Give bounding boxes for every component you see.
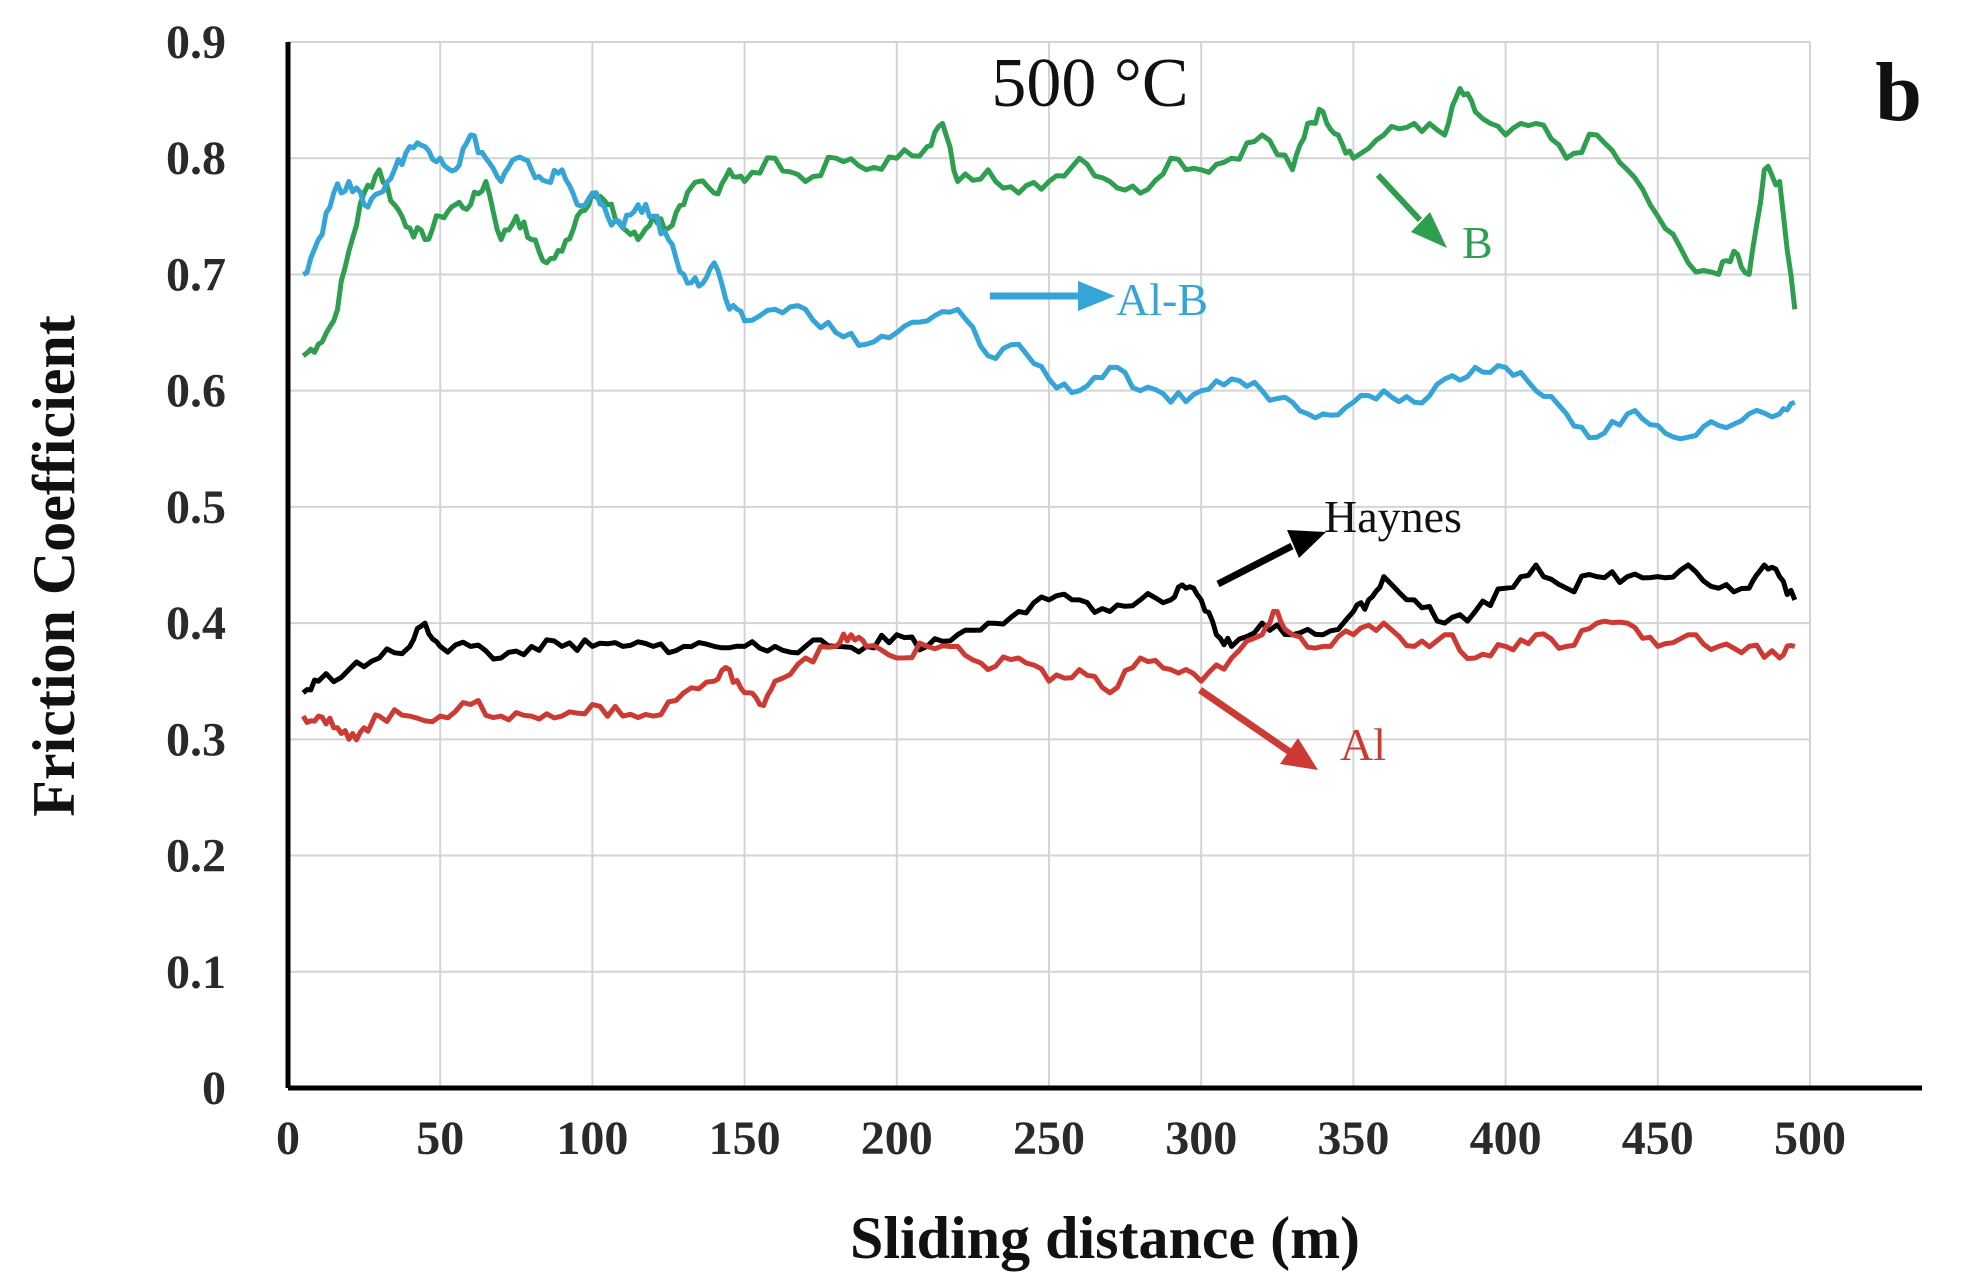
y-axis-title: Friction Coefficient bbox=[21, 315, 87, 816]
y-tick-label: 0.7 bbox=[166, 248, 226, 301]
y-tick-label: 0.2 bbox=[166, 830, 226, 883]
arrow-b-head bbox=[1411, 212, 1447, 248]
y-tick-label: 0 bbox=[202, 1062, 226, 1115]
x-tick-label: 400 bbox=[1470, 1112, 1542, 1165]
arrow-al bbox=[1198, 687, 1292, 755]
chart-title: 500 °C bbox=[991, 45, 1188, 122]
x-axis-title: Sliding distance (m) bbox=[850, 1205, 1360, 1271]
arrow-haynes bbox=[1216, 542, 1294, 588]
x-tick-label: 450 bbox=[1622, 1112, 1694, 1165]
y-tick-label: 0.4 bbox=[166, 597, 226, 650]
panel-label: b bbox=[1875, 46, 1922, 139]
y-tick-label: 0.8 bbox=[166, 132, 226, 185]
y-tick-label: 0.1 bbox=[166, 946, 226, 999]
series-line-b bbox=[301, 86, 1798, 358]
x-tick-label: 500 bbox=[1774, 1112, 1846, 1165]
y-tick-labels: 0 0.1 0.2 0.3 0.4 0.5 0.6 0.7 0.8 0.9 bbox=[166, 16, 226, 1115]
label-al-b: Al-B bbox=[1116, 274, 1208, 325]
x-tick-label: 350 bbox=[1317, 1112, 1389, 1165]
arrow-b bbox=[1375, 172, 1423, 223]
grid bbox=[288, 41, 1811, 1088]
label-al: Al bbox=[1340, 719, 1386, 770]
arrow-al-b-head bbox=[1078, 281, 1115, 311]
y-tick-label: 0.9 bbox=[166, 16, 226, 69]
x-tick-label: 150 bbox=[709, 1112, 781, 1165]
x-tick-label: 50 bbox=[416, 1112, 464, 1165]
label-haynes: Haynes bbox=[1324, 491, 1462, 542]
x-tick-label: 300 bbox=[1165, 1112, 1237, 1165]
series-line-al bbox=[301, 608, 1796, 743]
arrow-al-head bbox=[1280, 738, 1318, 770]
y-tick-label: 0.6 bbox=[166, 365, 226, 418]
x-tick-label: 200 bbox=[861, 1112, 933, 1165]
x-tick-label: 250 bbox=[1013, 1112, 1085, 1165]
y-tick-label: 0.5 bbox=[166, 481, 226, 534]
arrow-haynes-head bbox=[1287, 530, 1326, 558]
label-b: B bbox=[1462, 217, 1493, 268]
y-tick-label: 0.3 bbox=[166, 713, 226, 766]
series-lines bbox=[301, 86, 1798, 743]
x-tick-label: 100 bbox=[556, 1112, 628, 1165]
x-tick-labels: 0 50 100 150 200 250 300 350 400 450 500 bbox=[276, 1112, 1846, 1165]
x-tick-label: 0 bbox=[276, 1112, 300, 1165]
series-line-haynes bbox=[301, 562, 1798, 695]
series-line-al-b bbox=[302, 132, 1796, 442]
annotations: B Al-B Haynes Al bbox=[990, 172, 1493, 770]
